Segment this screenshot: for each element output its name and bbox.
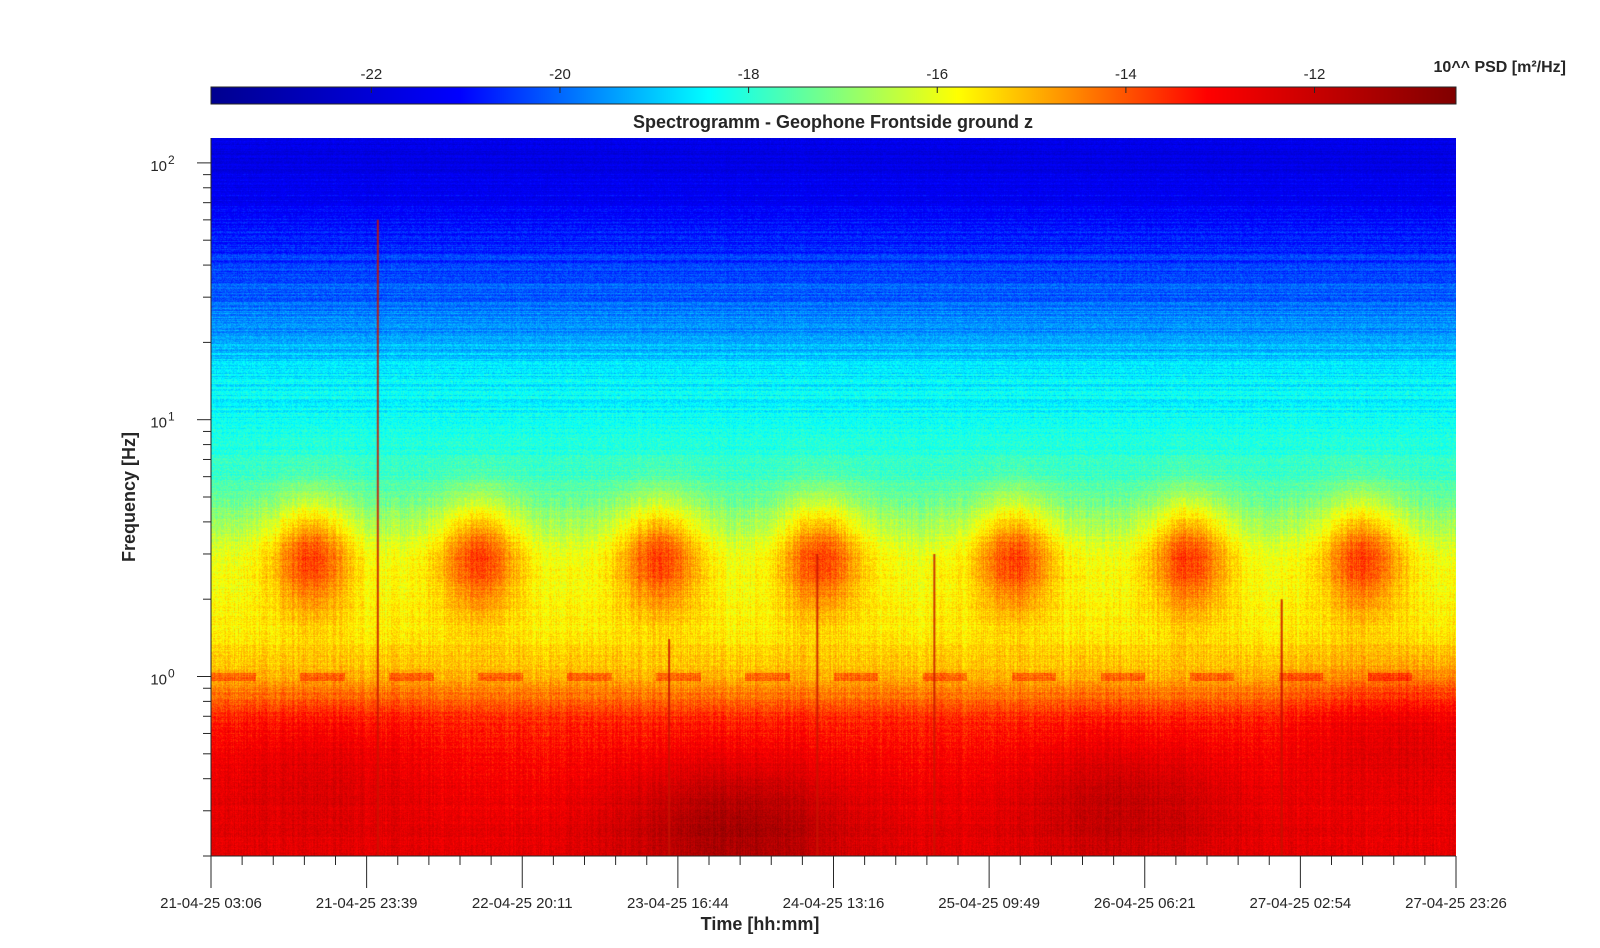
- x-tick-label: 21-04-25 23:39: [316, 895, 418, 912]
- colorbar-tick-label: -20: [549, 66, 571, 83]
- x-tick-label: 23-04-25 16:44: [627, 895, 729, 912]
- plot-title: Spectrogramm - Geophone Frontside ground…: [633, 112, 1033, 132]
- spectrogram-image-holder: [211, 138, 1456, 856]
- colorbar-tick-label: -14: [1115, 66, 1137, 83]
- y-tick-label: 10: [150, 158, 167, 175]
- colorbar: -22 -20 -18 -16 -14 -12 10^^ PSD [m²/Hz]: [210, 59, 1566, 105]
- x-axis: 21-04-25 03:06 21-04-25 23:39 22-04-25 20:…: [160, 855, 1507, 912]
- y-tick-label: 10: [150, 672, 167, 689]
- y-tick-label: 10: [150, 415, 167, 432]
- colorbar-tick-label: -18: [738, 66, 760, 83]
- x-axis-title: Time [hh:mm]: [701, 914, 820, 934]
- colorbar-tick-label: -12: [1304, 66, 1326, 83]
- colorbar-tick-label: -22: [360, 66, 382, 83]
- y-tick-exponent: 2: [168, 153, 175, 167]
- x-tick-label: 26-04-25 06:21: [1094, 895, 1196, 912]
- y-tick-exponent: 1: [168, 410, 175, 424]
- spectrogram-heatmap: [211, 138, 1456, 856]
- y-tick-exponent: 0: [168, 667, 175, 681]
- colorbar-gradient-bar: [210, 86, 1457, 105]
- x-tick-label: 24-04-25 13:16: [783, 895, 885, 912]
- plot-area: [211, 138, 1456, 856]
- colorbar-tick-label: -16: [926, 66, 948, 83]
- colorbar-label: 10^^ PSD [m²/Hz]: [1434, 59, 1566, 76]
- colorbar-ticks: -22 -20 -18 -16 -14 -12: [360, 66, 1325, 93]
- x-tick-label: 21-04-25 03:06: [160, 895, 262, 912]
- x-tick-label: 22-04-25 20:11: [472, 895, 573, 912]
- x-tick-label: 27-04-25 23:26: [1405, 895, 1507, 912]
- x-tick-label: 27-04-25 02:54: [1250, 895, 1352, 912]
- y-axis-title: Frequency [Hz]: [119, 432, 139, 562]
- x-tick-label: 25-04-25 09:49: [938, 895, 1040, 912]
